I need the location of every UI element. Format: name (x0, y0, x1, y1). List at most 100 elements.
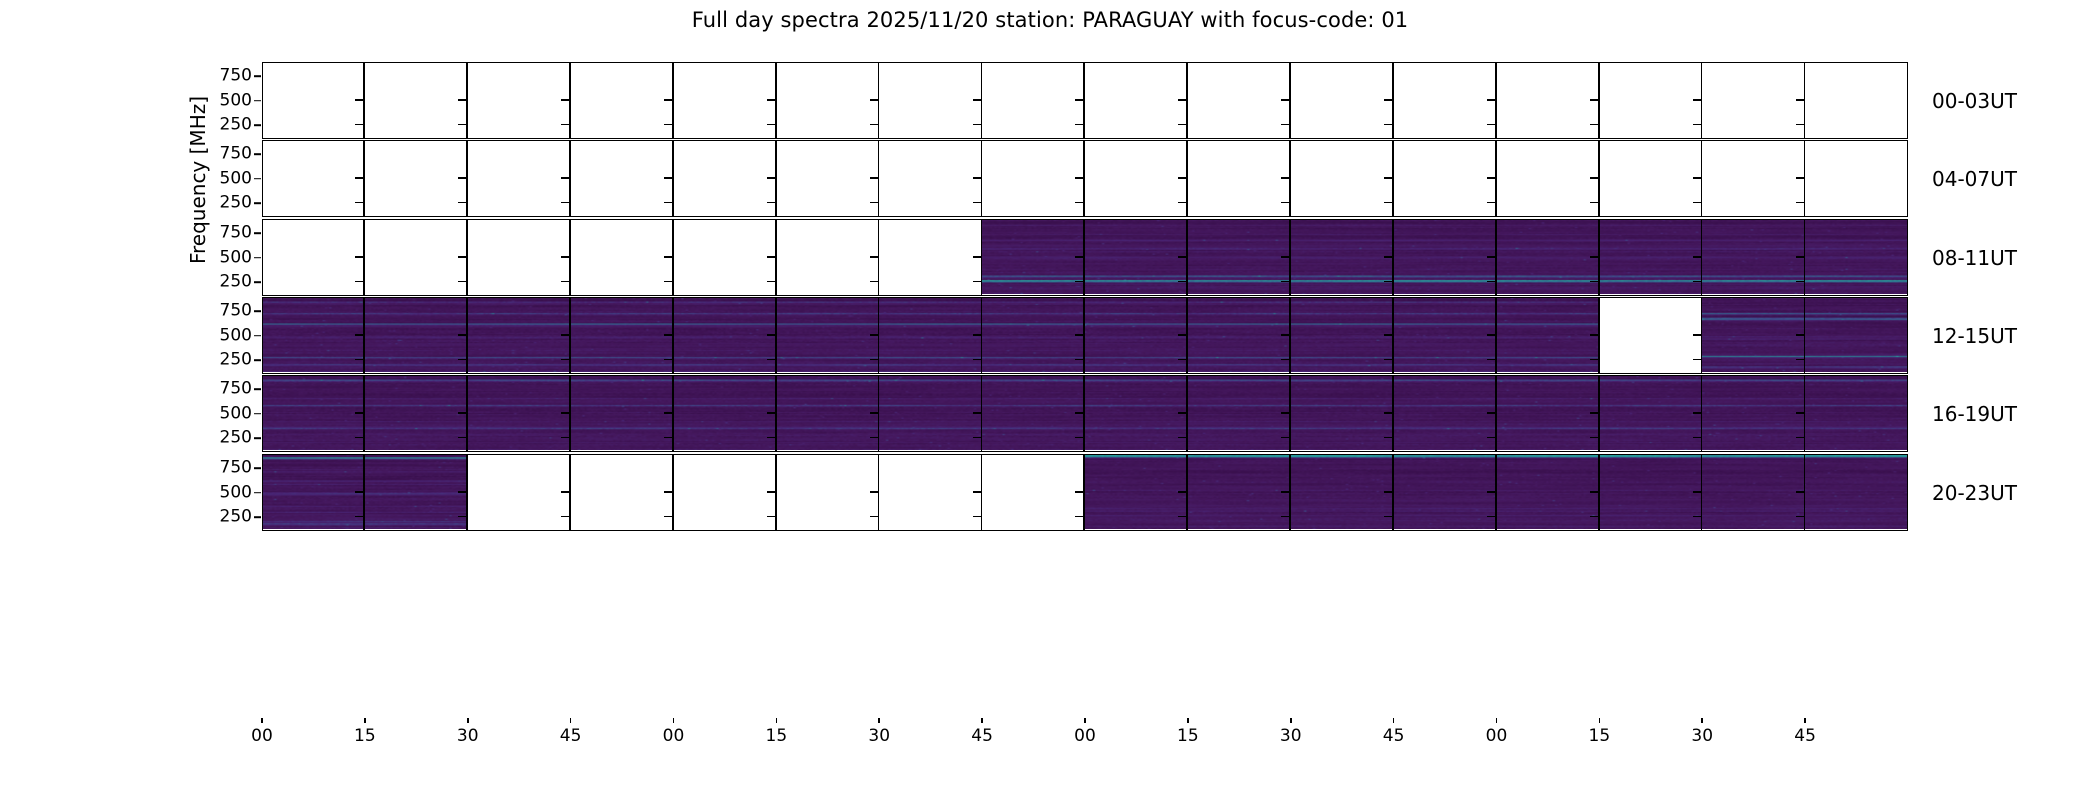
x-tick-mark (1187, 718, 1189, 723)
inner-y-tick (458, 177, 467, 179)
cell-separator (466, 63, 468, 138)
inner-y-tick (869, 491, 878, 493)
inner-y-tick (1178, 177, 1187, 179)
cell-separator (1392, 455, 1394, 530)
inner-y-tick (869, 358, 878, 361)
inner-y-tick (1178, 436, 1187, 439)
inner-y-tick (458, 412, 467, 414)
row-time-label: 16-19UT (1932, 401, 2017, 426)
cell-separator (774, 298, 777, 373)
cell-separator (1083, 455, 1086, 530)
inner-y-tick (1075, 201, 1084, 204)
cell-separator (1494, 376, 1497, 451)
row-time-label: 04-07UT (1932, 166, 2017, 191)
cell-separator (466, 298, 468, 373)
inner-y-tick (355, 280, 364, 283)
x-tick-label: 00 (251, 726, 273, 746)
spectrogram-row-00-03ut[interactable] (262, 62, 1908, 139)
y-tick-mark (254, 232, 261, 234)
x-tick-mark (364, 718, 366, 723)
inner-y-tick (1486, 201, 1495, 204)
spectrogram-row-20-23ut[interactable] (262, 454, 1908, 531)
cell-separator (466, 376, 468, 451)
inner-y-tick (1384, 334, 1393, 336)
inner-y-tick (1178, 123, 1187, 126)
inner-y-tick (1281, 515, 1290, 518)
cell-separator (569, 376, 571, 451)
cell-separator (774, 63, 777, 138)
y-tick-mark (254, 491, 261, 494)
y-tick-label: 750 (219, 143, 252, 164)
inner-y-tick (1795, 280, 1804, 283)
inner-y-tick (561, 358, 570, 361)
cell-separator (1494, 455, 1497, 530)
inner-y-tick (561, 515, 570, 518)
inner-y-tick (1281, 334, 1290, 336)
cell-separator (877, 141, 880, 216)
inner-y-tick (1075, 177, 1084, 179)
spectrogram-row-12-15ut[interactable] (262, 297, 1908, 374)
cell-separator (1597, 376, 1600, 451)
cell-separator (363, 220, 365, 295)
cell-separator (1700, 298, 1703, 373)
spectrogram-row-08-11ut[interactable] (262, 219, 1908, 296)
inner-y-tick (972, 99, 981, 101)
y-tick-mark (254, 256, 261, 259)
figure-title: Full day spectra 2025/11/20 station: PAR… (691, 8, 1409, 32)
inner-y-tick (1486, 412, 1495, 414)
inner-y-tick (1075, 99, 1084, 101)
cell-separator (466, 220, 468, 295)
cell-separator (1186, 298, 1188, 373)
inner-y-tick (561, 123, 570, 126)
cell-separator (980, 220, 983, 295)
inner-y-tick (1075, 491, 1084, 493)
inner-y-tick (1692, 123, 1701, 126)
x-tick-label: 00 (662, 726, 685, 746)
row-time-label: 12-15UT (1932, 323, 2017, 348)
inner-y-tick (1178, 412, 1187, 414)
x-tick-mark (878, 718, 881, 723)
cell-separator (466, 141, 468, 216)
x-tick-label: 15 (1177, 726, 1199, 746)
cell-separator (1392, 141, 1394, 216)
inner-y-tick (869, 201, 878, 204)
inner-y-tick (561, 334, 570, 336)
inner-y-tick (1384, 280, 1393, 283)
cell-separator (1494, 298, 1497, 373)
inner-y-tick (972, 412, 981, 414)
cell-separator (1186, 141, 1188, 216)
inner-y-tick (1178, 201, 1187, 204)
inner-y-tick (1486, 334, 1495, 336)
inner-y-tick (972, 491, 981, 493)
inner-y-tick (1384, 177, 1393, 179)
spectrogram-canvas (981, 220, 1907, 294)
cell-separator (877, 455, 880, 530)
x-tick-mark (775, 718, 778, 723)
x-tick-mark (1495, 718, 1498, 723)
inner-y-tick (1589, 491, 1598, 493)
inner-y-tick (458, 256, 467, 258)
inner-y-tick (766, 123, 775, 126)
y-tick-label: 500 (219, 325, 252, 345)
spectrogram-row-16-19ut[interactable] (262, 375, 1908, 452)
x-tick-mark (1598, 718, 1601, 723)
inner-y-tick (1692, 177, 1701, 179)
inner-y-tick (355, 412, 364, 414)
inner-y-tick (1589, 334, 1598, 336)
y-tick-label: 750 (219, 457, 252, 478)
x-tick-mark (1289, 718, 1292, 723)
inner-y-tick (663, 280, 672, 283)
inner-y-tick (1075, 515, 1084, 518)
cell-separator (1083, 376, 1086, 451)
x-tick-mark (1392, 718, 1395, 723)
inner-y-tick (1589, 99, 1598, 101)
cell-separator (1597, 63, 1600, 138)
y-tick-mark (254, 99, 261, 102)
y-tick-mark (254, 202, 261, 204)
cell-separator (1803, 455, 1806, 530)
inner-y-tick (766, 412, 775, 414)
inner-y-tick (766, 334, 775, 336)
x-tick-label: 30 (1691, 726, 1714, 746)
spectrogram-row-04-07ut[interactable] (262, 140, 1908, 217)
inner-y-tick (1281, 436, 1290, 439)
